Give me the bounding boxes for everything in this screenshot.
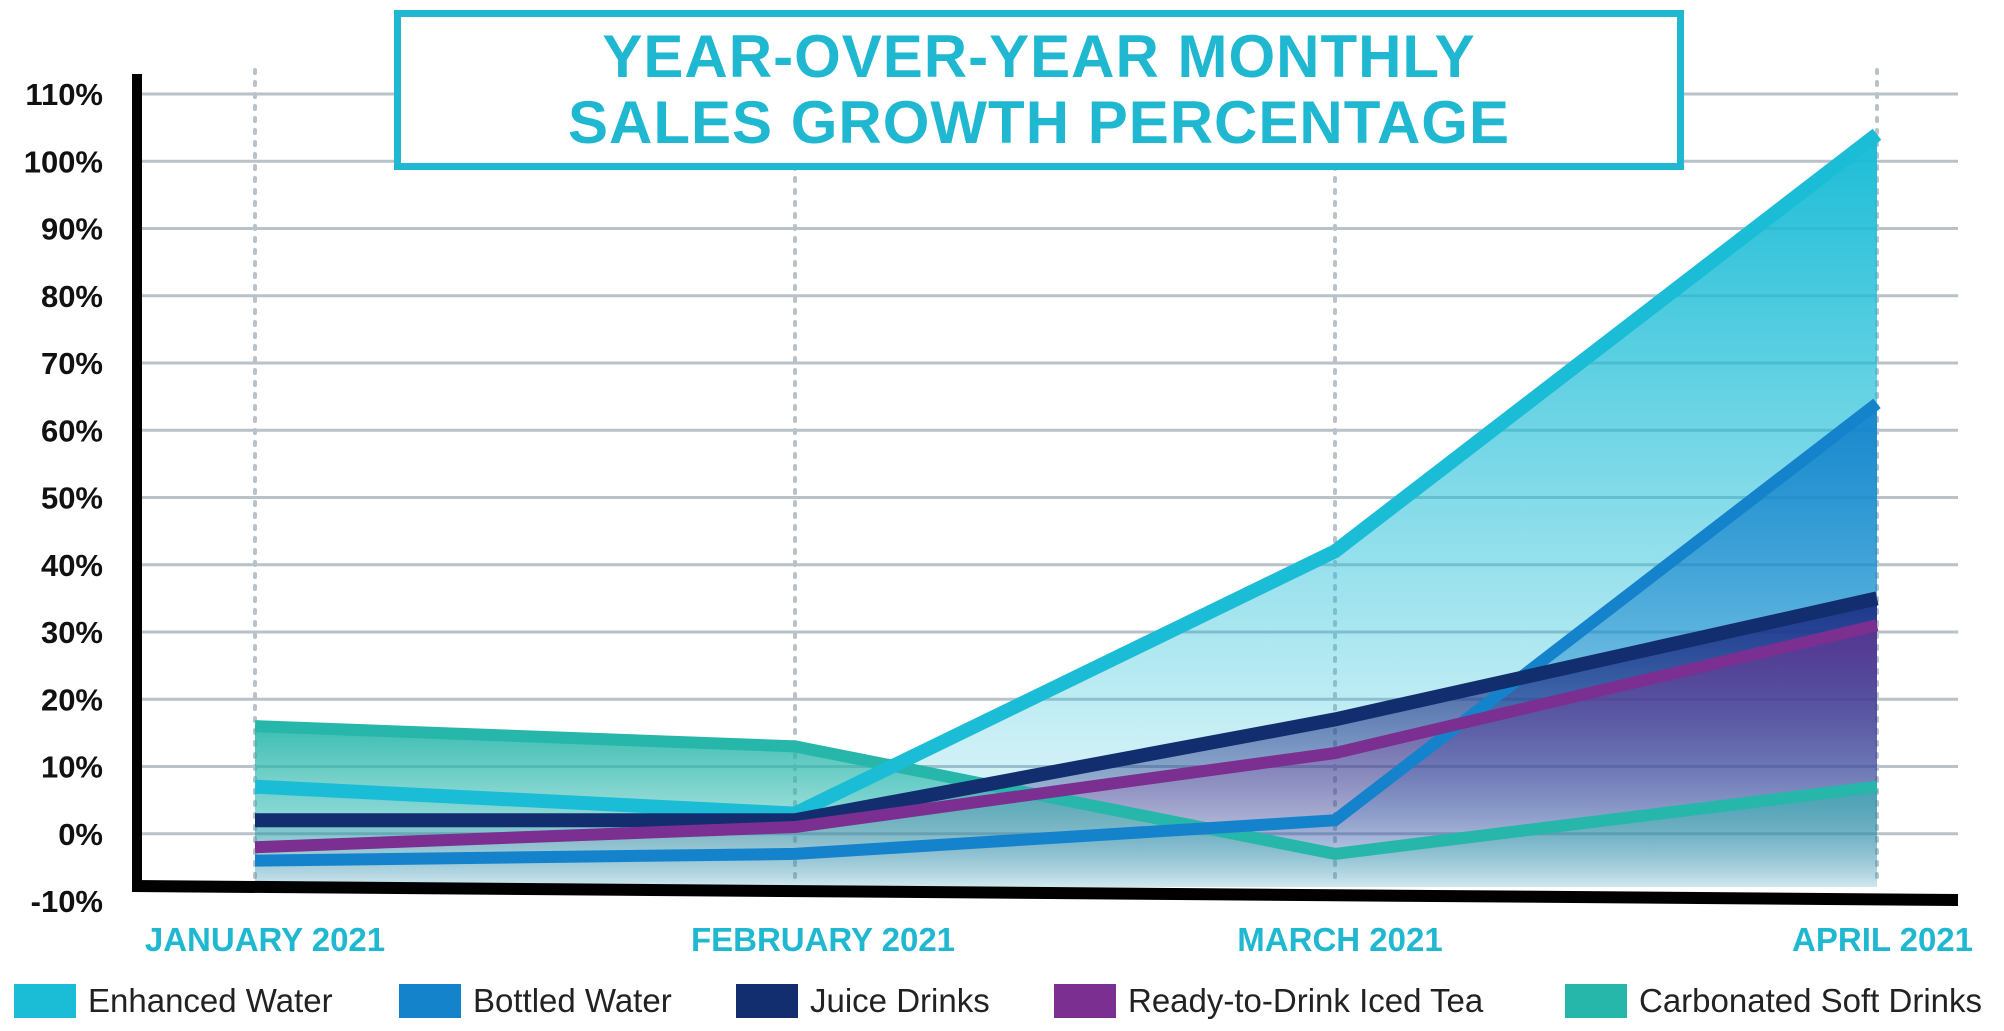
series-line <box>255 591 1879 828</box>
series-area <box>255 726 1877 887</box>
y-tick-label: 40% <box>41 548 103 583</box>
series-line <box>254 128 1882 821</box>
legend-swatch <box>14 984 76 1018</box>
y-tick-label: 60% <box>41 413 103 448</box>
x-tick-label: MARCH 2021 <box>1237 921 1442 958</box>
series-line <box>254 398 1881 867</box>
y-tick-label: 90% <box>41 212 103 247</box>
series-line <box>254 619 1879 854</box>
x-axis <box>131 880 1959 906</box>
legend-item-enhanced-water: Enhanced Water <box>14 982 333 1020</box>
y-tick-label: -10% <box>31 884 103 919</box>
chart-title: YEAR-OVER-YEAR MONTHLY SALES GROWTH PERC… <box>394 10 1684 170</box>
x-tick-labels: JANUARY 2021 FEBRUARY 2021 MARCH 2021 APRIL… <box>145 921 1973 958</box>
series-line <box>254 720 1878 860</box>
y-tick-label: 0% <box>58 817 103 852</box>
y-tick-label: 70% <box>41 346 103 381</box>
y-tick-label: 100% <box>24 144 103 179</box>
y-tick-label: 30% <box>41 615 103 650</box>
legend-swatch <box>736 984 798 1018</box>
y-tick-label: 20% <box>41 682 103 717</box>
chart-title-line-2: SALES GROWTH PERCENTAGE <box>568 89 1510 156</box>
y-tick-label: 50% <box>41 481 103 516</box>
legend-swatch <box>1565 984 1627 1018</box>
x-tick-label: FEBRUARY 2021 <box>691 921 955 958</box>
legend: Enhanced Water Bottled Water Juice Drink… <box>14 982 1999 1020</box>
legend-item-bottled-water: Bottled Water <box>399 982 672 1020</box>
legend-label: Bottled Water <box>473 982 672 1019</box>
y-tick-label: 10% <box>41 750 103 785</box>
legend-item-juice-drinks: Juice Drinks <box>736 982 990 1020</box>
series-areas <box>255 134 1877 888</box>
legend-label: Carbonated Soft Drinks <box>1639 982 1983 1019</box>
y-tick-labels: 110% 100% 90% 80% 70% 60% 50% 40% 30% 20% 10% 0% -10… <box>24 77 103 919</box>
legend-item-carbonated-soft-drinks: Carbonated Soft Drinks <box>1565 982 1982 1020</box>
legend-label: Enhanced Water <box>88 982 333 1019</box>
x-tick-label: APRIL 2021 <box>1792 921 1973 958</box>
legend-label: Juice Drinks <box>810 982 990 1019</box>
axes <box>131 74 1959 906</box>
series-area <box>255 625 1877 887</box>
legend-item-ready-to-drink-iced-tea: Ready-to-Drink Iced Tea <box>1054 982 1483 1020</box>
y-tick-label: 80% <box>41 279 103 314</box>
y-tick-label: 110% <box>25 77 103 112</box>
x-tick-label: JANUARY 2021 <box>145 921 385 958</box>
legend-swatch <box>399 984 461 1018</box>
legend-label: Ready-to-Drink Iced Tea <box>1128 982 1484 1019</box>
legend-swatch <box>1054 984 1116 1018</box>
series-lines <box>254 128 1882 867</box>
chart-title-line-1: YEAR-OVER-YEAR MONTHLY <box>602 23 1476 90</box>
